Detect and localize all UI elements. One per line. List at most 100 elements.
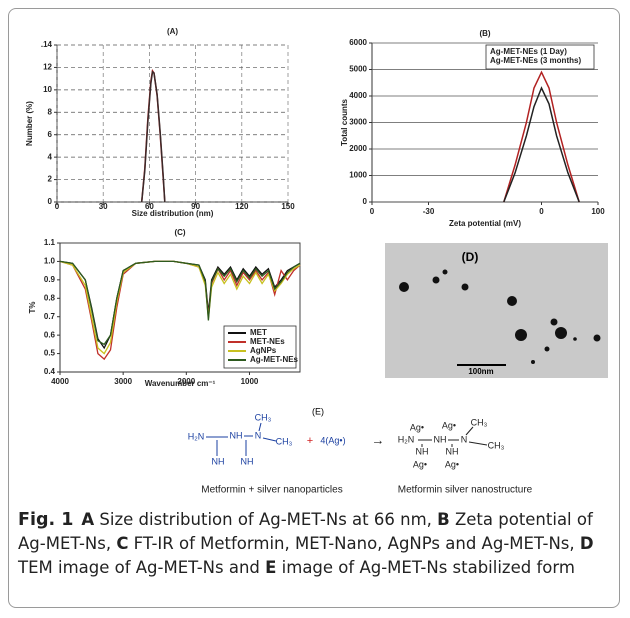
caption-text: TEM image of Ag-MET-Ns and <box>18 558 266 577</box>
y-tick-label: 6000 <box>349 38 367 47</box>
panel-label: (D) <box>462 250 479 264</box>
caption-bold: A <box>81 510 95 529</box>
x-tick-label: 30 <box>99 202 108 211</box>
y-tick-label: 0.4 <box>44 367 56 376</box>
x-tick-label: 0 <box>539 207 544 216</box>
legend-label: Ag-MET-NEs (1 Day) <box>490 47 567 56</box>
x-tick-label: 4000 <box>51 377 69 386</box>
tem-particles <box>399 269 601 364</box>
reagent-sign: + <box>307 435 313 447</box>
x-tick-label: 0 <box>55 202 60 211</box>
reaction-arrow: → <box>372 432 385 447</box>
chart-title: (C) <box>174 228 185 237</box>
y-tick-label: 0.5 <box>44 349 56 358</box>
legend-label: MET <box>250 328 267 337</box>
chart-title: (A) <box>167 27 178 36</box>
product-bonds <box>418 426 488 447</box>
y-tick-label: 1.1 <box>44 238 56 247</box>
caption-text: FT-IR of Metformin, MET-Nano, AgNPs and … <box>128 534 580 553</box>
y-axis-label: T% <box>28 302 37 314</box>
data-line <box>140 68 166 203</box>
y-tick-label: 10 <box>43 85 52 94</box>
legend-box <box>485 44 595 70</box>
panel-label: (E) <box>312 406 324 416</box>
x-tick-label: 0 <box>370 207 375 216</box>
reactant-atom: NH <box>212 456 225 466</box>
legend-label: MET-NEs <box>250 337 285 346</box>
product-atom: Ag• <box>442 420 456 430</box>
chart-title: (B) <box>479 29 490 38</box>
y-tick-label: 2000 <box>349 144 367 153</box>
y-tick-label: 5000 <box>349 65 367 74</box>
product-atom: NH <box>434 434 447 444</box>
y-axis-label: Number (%) <box>25 101 34 146</box>
x-axis-label: Zeta potential (mV) <box>449 219 521 228</box>
reagent: 4(Ag•) <box>320 435 345 445</box>
caption-bold: B <box>437 510 450 529</box>
scale-bar-label: 100nm <box>468 367 493 376</box>
x-tick-label: 100 <box>591 207 605 216</box>
y-tick-label: 0.9 <box>44 275 56 284</box>
product-atom: CH₃ <box>488 440 505 450</box>
tem-image <box>385 243 608 378</box>
legend-label: AgNPs <box>250 346 277 355</box>
y-tick-label: 0.8 <box>44 293 56 302</box>
y-tick-label: 0.6 <box>44 330 56 339</box>
x-tick-label: 1000 <box>241 377 259 386</box>
figure-frame <box>8 8 620 608</box>
scheme-caption: Metformin silver nanostructure <box>398 485 533 496</box>
legend-label: Ag-MET-NEs <box>250 355 299 364</box>
reactant-atom: H₂N <box>188 431 205 441</box>
caption-text: Zeta potential of Ag-MET-Ns, <box>18 510 593 553</box>
x-tick-label: -30 <box>423 207 435 216</box>
y-tick-label: 6 <box>48 130 53 139</box>
legend-label: Ag-MET-NEs (3 months) <box>490 56 581 65</box>
reactant-bonds <box>206 422 277 456</box>
chart: (B) Zeta potential (mV) Total counts 0 -30 0 1… <box>340 29 605 228</box>
figure-caption: Fig. 1 A Size distribution of Ag-MET-Ns a… <box>18 508 614 580</box>
caption-text: image of Ag-MET-Ns stabilized form <box>276 558 575 577</box>
reactant-atom: NH <box>241 456 254 466</box>
y-tick-label: 8 <box>48 107 53 116</box>
y-axis-label: Total counts <box>340 98 349 146</box>
product-atom: NH <box>416 446 429 456</box>
y-tick-label: 0.7 <box>44 312 56 321</box>
data-line <box>59 260 301 346</box>
y-tick-label: .14 <box>41 40 53 49</box>
caption-bold: Fig. 1 <box>18 510 74 530</box>
caption-text: Size distribution of Ag-MET-Ns at 66 nm, <box>94 510 438 529</box>
product-atom: NH <box>446 446 459 456</box>
reactant-atom: CH₃ <box>255 412 272 422</box>
x-axis-label: Wavenumber cm⁻¹ <box>145 379 216 388</box>
x-tick-label: 60 <box>145 202 154 211</box>
y-tick-label: 0 <box>48 197 53 206</box>
x-tick-label: 3000 <box>114 377 132 386</box>
chart: (C) Wavenumber cm⁻¹ T% 4000 3000 2000 1000 0.4 0… <box>28 228 301 388</box>
data-line <box>503 70 580 203</box>
product-atom: Ag• <box>445 459 459 469</box>
x-tick-label: 2000 <box>177 377 195 386</box>
x-tick-label: 150 <box>281 202 295 211</box>
y-tick-label: 1000 <box>349 171 367 180</box>
y-tick-label: 12 <box>43 63 52 72</box>
product-atom: Ag• <box>410 422 424 432</box>
caption-bold: D <box>579 534 594 553</box>
reactant-atom: N <box>255 430 262 440</box>
figure: (D) 100nm (A) Size distribution (nm) Numbe… <box>25 27 608 496</box>
product-atom: H₂N <box>398 434 415 444</box>
product-atom: N <box>461 434 468 444</box>
y-tick-label: 0 <box>363 197 368 206</box>
chart: (A)Size distribution (nm)Number (%)0 30 60… <box>25 27 295 218</box>
x-axis-label: Size distribution (nm) <box>132 209 214 218</box>
y-tick-label: 4000 <box>349 91 367 100</box>
reactant-atom: NH <box>230 430 243 440</box>
data-line <box>140 70 166 203</box>
reactant-atom: CH₃ <box>276 436 293 446</box>
caption-bold: E <box>265 558 277 577</box>
product-atom: Ag• <box>413 459 427 469</box>
data-line <box>503 86 580 203</box>
y-tick-label: 3000 <box>349 118 367 127</box>
caption-bold: C <box>116 534 129 553</box>
product-atom: CH₃ <box>471 417 488 427</box>
x-tick-label: 90 <box>191 202 200 211</box>
